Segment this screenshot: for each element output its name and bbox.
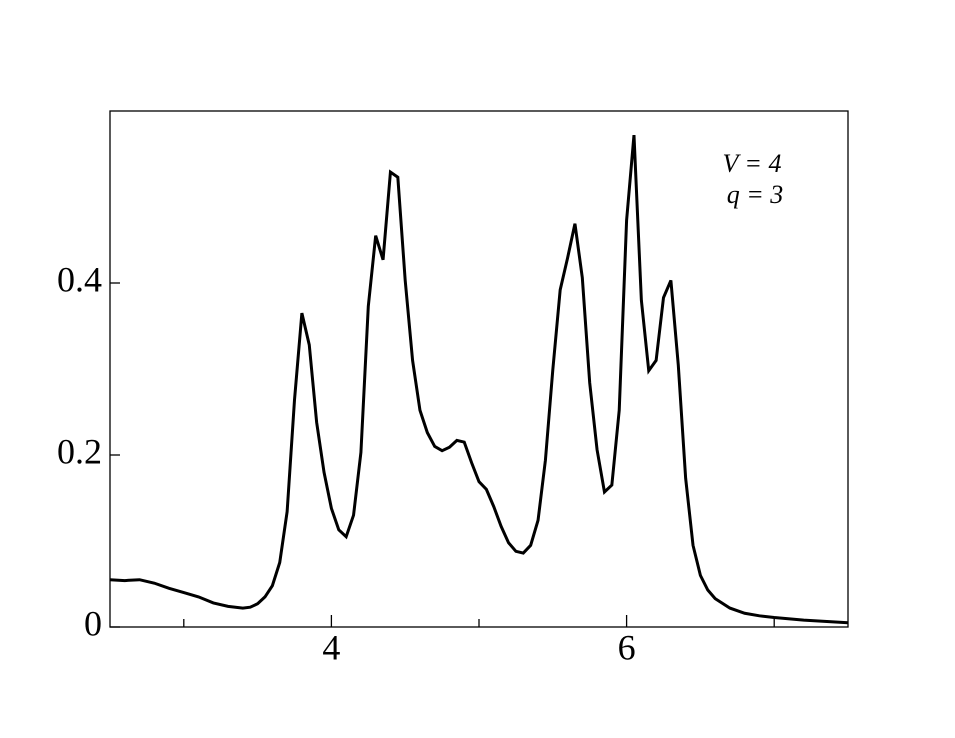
- y-tick-label: 0.4: [57, 259, 102, 299]
- annotation: q = 3: [727, 180, 784, 209]
- y-tick-label: 0: [84, 603, 102, 643]
- line-series: [109, 134, 849, 625]
- x-tick-label: 6: [618, 627, 636, 667]
- annotation: V = 4: [723, 149, 782, 178]
- y-tick-label: 0.2: [57, 431, 102, 471]
- x-tick-label: 4: [322, 627, 340, 667]
